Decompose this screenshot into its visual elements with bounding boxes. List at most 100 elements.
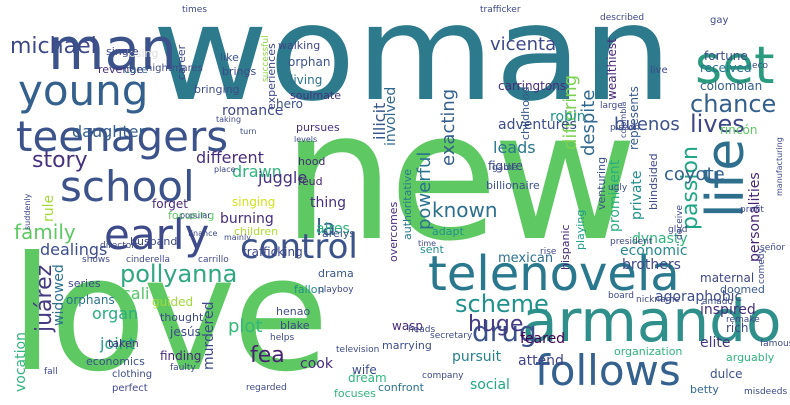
word: la (316, 216, 336, 241)
word: armando (522, 287, 782, 355)
word: hispanic (559, 224, 572, 270)
word: losing (126, 47, 159, 60)
word: arguably (726, 351, 775, 364)
word: trafficking (242, 245, 303, 259)
word: huge (468, 312, 524, 337)
word: famous (760, 339, 790, 349)
word: large (600, 101, 623, 111)
word: fea (250, 343, 285, 368)
word: sent (420, 243, 444, 256)
word: directors (100, 241, 140, 251)
word: family (14, 220, 76, 244)
word: man (48, 15, 177, 83)
word: pinzón (610, 123, 640, 133)
word: señor (760, 243, 786, 253)
word: adapt (432, 225, 464, 238)
word: set (695, 36, 775, 96)
word: hero (276, 97, 303, 111)
word: inspired (700, 302, 756, 318)
word: buenos (614, 114, 680, 135)
word: joint (100, 334, 136, 353)
word: prominent (607, 159, 623, 232)
word: soulmate (290, 89, 342, 102)
word: romance (222, 103, 284, 119)
word: ugly (608, 183, 628, 193)
word: teenagers (16, 112, 229, 161)
word: dealings (40, 240, 108, 259)
word: husband (130, 235, 178, 248)
word: guided (152, 295, 194, 309)
word: burning (220, 211, 274, 227)
word: fortune (704, 49, 748, 63)
word: dynasty (632, 231, 688, 247)
word: story (32, 148, 88, 173)
word: wealthiest (605, 38, 619, 100)
word: colombia (619, 101, 628, 138)
word: pollyanna (120, 260, 238, 288)
word: carrillo (198, 255, 229, 265)
word: rincón (720, 123, 758, 137)
word: finance (188, 229, 218, 238)
word: taken (108, 337, 139, 350)
word: secretary (430, 331, 473, 341)
word: remake (726, 315, 760, 325)
word: wasp (392, 319, 424, 333)
word: childhood (519, 86, 532, 140)
word: doomed (720, 283, 765, 296)
word: woman (152, 0, 673, 131)
word: feud (298, 175, 323, 188)
word: agoraphobic (655, 289, 743, 305)
word: popular (180, 211, 211, 220)
word: board (608, 291, 634, 301)
word: television (336, 345, 380, 355)
word: single (106, 45, 139, 58)
word: hood (298, 155, 326, 168)
word: known (432, 198, 498, 222)
word: comedy (757, 248, 767, 284)
word: turn (240, 127, 257, 136)
word: nickname (636, 295, 680, 305)
word: orphan (288, 55, 331, 69)
word: involved (383, 86, 399, 146)
word: place (214, 165, 236, 174)
word: rule (41, 194, 57, 222)
word: dream (348, 371, 387, 385)
word: private (629, 170, 645, 221)
word: profit (740, 205, 764, 215)
word: fallon (294, 283, 325, 296)
word: overcomes (387, 201, 400, 262)
word: live (650, 65, 668, 76)
word: care (124, 63, 148, 76)
word: levels (294, 135, 318, 144)
word: pursues (296, 121, 340, 134)
word: received (700, 61, 752, 75)
word: blake (280, 319, 310, 332)
word: walking (278, 39, 321, 52)
word: authoritative (401, 168, 414, 240)
word: drama (318, 267, 354, 280)
word: suddenly (23, 193, 32, 230)
word: telenovela (428, 246, 680, 302)
word: like (220, 51, 239, 64)
word: represents (627, 86, 641, 150)
word: marrying (382, 339, 432, 352)
word: forget (152, 197, 188, 211)
word: cook (300, 356, 333, 372)
word: adventures (498, 117, 577, 133)
word: love (10, 223, 329, 405)
word: bringing (194, 83, 240, 96)
word: organization (614, 345, 683, 358)
word: exacting (438, 88, 459, 166)
word: rich (726, 321, 749, 335)
word: juggle (258, 168, 308, 187)
word: taking (216, 115, 242, 124)
word: cali (122, 284, 150, 303)
word: young (18, 66, 149, 115)
word: powerful (414, 151, 435, 230)
word: mexican (498, 251, 554, 266)
word: widowed (51, 264, 67, 326)
word: rise (540, 247, 557, 257)
word: carringtons (498, 79, 567, 93)
word: orphans (66, 293, 115, 307)
